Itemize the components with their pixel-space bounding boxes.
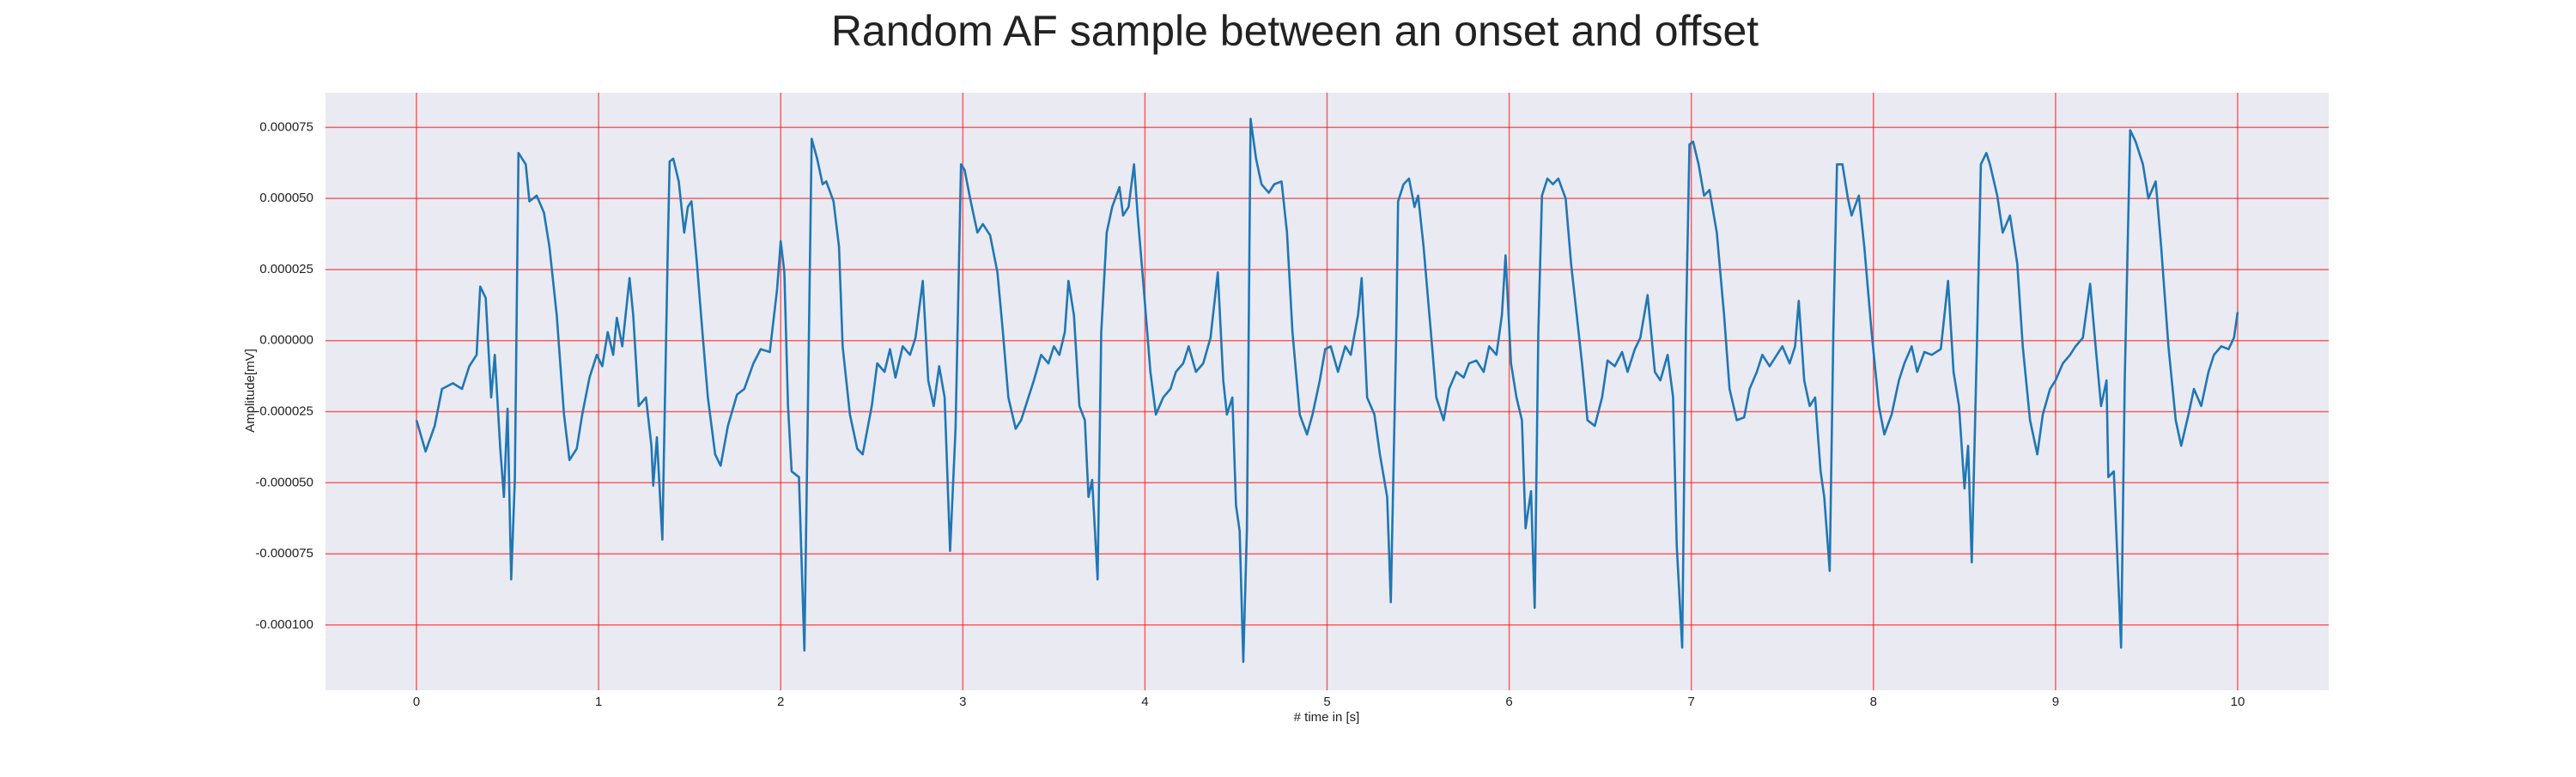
- y-tick-label: -0.000075: [255, 546, 313, 561]
- y-tick-label: -0.000050: [255, 475, 313, 489]
- x-tick-label: 2: [777, 695, 784, 709]
- y-tick-label: 0.000075: [259, 119, 313, 134]
- plot-area: 0 1 2 3 4 5 6 7 8 9 10 -0.000100 -0.000075 -0.000050 -…: [255, 93, 2329, 709]
- x-tick-label: 0: [413, 695, 420, 709]
- signal-line: [415, 118, 2239, 664]
- y-axis-label: Amplitude[mV]: [243, 349, 258, 433]
- y-tick-label: -0.000025: [255, 404, 313, 418]
- x-tick-label: 4: [1141, 695, 1148, 709]
- x-tick-label: 3: [959, 695, 966, 709]
- y-tick-label: -0.000100: [255, 617, 313, 632]
- y-tick-label: 0.000000: [259, 333, 313, 348]
- y-tick-label: 0.000025: [259, 262, 313, 276]
- x-tick-label: 7: [1688, 695, 1695, 709]
- x-axis-label: # time in [s]: [1294, 710, 1360, 725]
- x-tick-label: 8: [1870, 695, 1877, 709]
- x-tick-label: 5: [1323, 695, 1330, 709]
- x-tick-label: 10: [2231, 695, 2245, 709]
- y-tick-label: 0.000050: [259, 191, 313, 205]
- x-tick-label: 1: [595, 695, 602, 709]
- chart-title: Random AF sample between an onset and of…: [831, 7, 1759, 55]
- x-tick-label: 9: [2052, 695, 2059, 709]
- x-tick-label: 6: [1505, 695, 1512, 709]
